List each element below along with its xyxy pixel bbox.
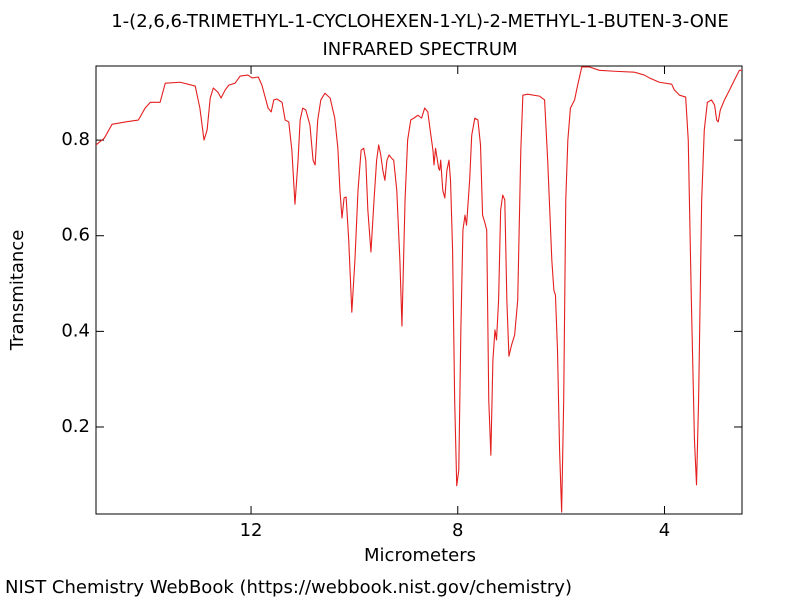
- x-tick-label: 8: [452, 520, 463, 541]
- spectrum-line: [95, 66, 742, 513]
- y-axis-label: Transmitance: [7, 230, 28, 352]
- x-tick-label: 12: [240, 520, 263, 541]
- y-tick-label: 0.6: [61, 225, 90, 246]
- footer: NIST Chemistry WebBook (https://webbook.…: [5, 577, 572, 598]
- y-tick-label: 0.4: [61, 320, 90, 341]
- chart-title: 1-(2,6,6-TRIMETHYL-1-CYCLOHEXEN-1-YL)-2-…: [111, 11, 729, 32]
- chart-subtitle: INFRARED SPECTRUM: [322, 39, 517, 60]
- x-tick-label: 4: [659, 520, 670, 541]
- y-tick-label: 0.8: [61, 129, 90, 150]
- y-tick-label: 0.2: [61, 416, 90, 437]
- x-axis-label: Micrometers: [364, 545, 476, 566]
- plot-frame: [95, 65, 743, 515]
